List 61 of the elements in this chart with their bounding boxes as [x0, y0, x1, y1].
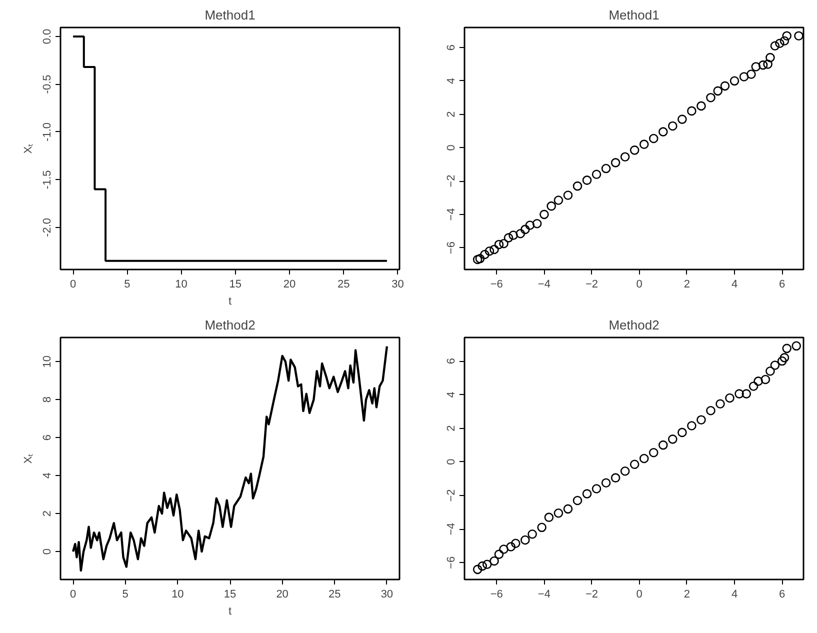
y-tick-label: 0	[446, 458, 458, 465]
y-tick-label: -1.5	[42, 170, 54, 190]
y-tick-label: 2	[446, 111, 458, 118]
y-tick-label: 4	[446, 392, 458, 398]
y-tick-label: 6	[42, 434, 54, 441]
x-tick-label: 0	[636, 588, 642, 600]
x-tick-label: 10	[172, 588, 184, 600]
y-tick-label: -0.5	[42, 74, 54, 94]
y-tick-label: 0.0	[42, 28, 54, 44]
y-tick-label: −6	[446, 556, 458, 569]
x-tick-label: −6	[490, 278, 503, 290]
y-tick-label: 10	[42, 355, 54, 368]
x-tick-label: 15	[229, 278, 242, 290]
x-tick-label: −4	[538, 278, 550, 290]
chart-title: Method2	[204, 318, 256, 332]
y-tick-label: -1.0	[42, 122, 54, 142]
x-tick-label: 5	[122, 588, 128, 600]
x-axis-title: t	[228, 606, 232, 618]
x-tick-label: 25	[328, 588, 341, 600]
x-tick-label: 5	[124, 278, 130, 290]
x-tick-label: 30	[380, 588, 394, 600]
x-tick-label: 6	[779, 588, 786, 600]
y-tick-label: −2	[446, 174, 458, 188]
y-tick-label: 2	[42, 510, 54, 517]
x-tick-label: 0	[70, 278, 76, 290]
y-tick-label: −4	[446, 522, 458, 536]
x-tick-label: 0	[70, 588, 76, 600]
x-tick-label: 30	[392, 278, 404, 290]
y-axis-title: Xₜ	[22, 453, 34, 464]
y-tick-label: 4	[446, 78, 458, 84]
y-tick-label: −4	[446, 208, 458, 221]
y-tick-label: 0	[446, 144, 458, 151]
x-tick-label: 4	[731, 588, 738, 600]
x-tick-label: 20	[283, 278, 296, 290]
x-tick-label: 15	[224, 588, 236, 600]
x-tick-label: 25	[338, 278, 350, 290]
x-tick-label: 10	[175, 278, 188, 290]
x-tick-label: −6	[490, 588, 503, 600]
y-tick-label: 0	[42, 548, 54, 555]
y-axis-title: Xₜ	[22, 143, 34, 154]
y-tick-label: −6	[446, 242, 458, 254]
x-tick-label: 6	[779, 278, 786, 290]
y-tick-label: -2.0	[42, 218, 54, 237]
y-tick-label: 6	[446, 358, 458, 364]
x-tick-label: −4	[538, 588, 550, 600]
x-axis-title: t	[228, 296, 232, 308]
y-tick-label: 6	[446, 44, 458, 51]
y-tick-label: 2	[446, 425, 458, 432]
y-tick-label: −2	[446, 489, 458, 502]
x-tick-label: 4	[731, 278, 738, 290]
x-tick-label: 2	[684, 588, 690, 600]
y-tick-label: 8	[42, 396, 54, 403]
chart-title: Method1	[204, 8, 256, 22]
x-tick-label: 0	[636, 278, 642, 290]
chart-title: Method2	[608, 318, 660, 332]
x-tick-label: −2	[586, 278, 598, 290]
chart-title: Method1	[608, 8, 660, 22]
x-tick-label: −2	[586, 588, 598, 600]
x-tick-label: 2	[684, 278, 690, 290]
x-tick-label: 20	[276, 588, 288, 600]
y-tick-label: 4	[42, 472, 54, 479]
